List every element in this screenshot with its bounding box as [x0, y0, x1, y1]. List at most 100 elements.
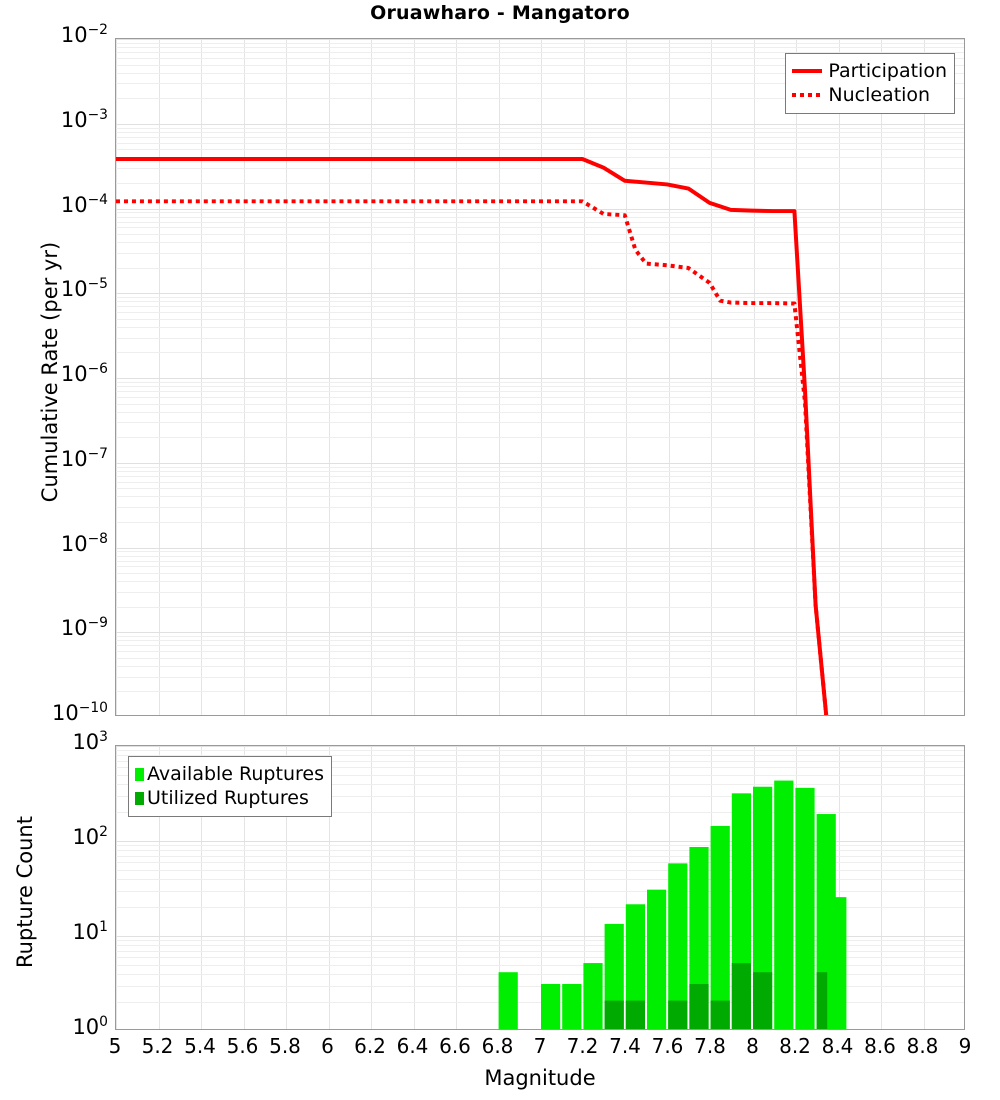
gridline-horizontal-minor: [116, 945, 964, 947]
gridline-vertical: [286, 39, 287, 715]
gridline-vertical: [626, 39, 627, 715]
gridline-horizontal-minor: [116, 651, 964, 653]
gridline-horizontal-minor: [116, 127, 964, 129]
gridline-horizontal-minor: [116, 301, 964, 303]
gridline-horizontal-minor: [116, 973, 964, 975]
x-tick-label: 7.8: [694, 1034, 726, 1058]
gridline-horizontal-minor: [116, 850, 964, 852]
gridline-vertical: [541, 746, 542, 1029]
gridline-horizontal-minor: [116, 812, 964, 814]
gridline-vertical: [158, 746, 160, 1029]
bar-available: [562, 983, 582, 1029]
gridline-vertical: [413, 746, 415, 1029]
bar-utilized: [752, 972, 773, 1029]
gridline-horizontal-minor: [116, 64, 964, 66]
gridline-horizontal-minor: [116, 783, 964, 785]
gridline-horizontal-minor: [116, 437, 964, 439]
available-swatch-icon: [135, 767, 144, 781]
x-tick-label: 8: [746, 1034, 759, 1058]
gridline-horizontal-minor: [116, 521, 964, 523]
gridline-horizontal-minor: [116, 396, 964, 398]
gridline-horizontal-minor: [116, 750, 964, 752]
legend-label-available: Available Ruptures: [147, 763, 324, 785]
y-tick-label: 10−9: [60, 615, 108, 641]
bar-available: [625, 904, 646, 1029]
gridline-horizontal-minor: [116, 862, 964, 864]
gridline-horizontal-major: [116, 462, 964, 464]
gridline-horizontal-minor: [116, 551, 964, 553]
x-tick-label: 6.8: [481, 1034, 514, 1058]
y-axis-ticks-top: 10−2 10−3 10−4 10−5 10−6 10−7 10−8 10−9 10−10: [0, 23, 108, 723]
gridline-vertical: [243, 39, 245, 715]
y-tick-label: 10−3: [60, 106, 108, 132]
gridline-vertical: [881, 39, 882, 715]
gridline-horizontal-minor: [116, 318, 964, 320]
gridline-horizontal-minor: [116, 386, 964, 388]
gridline-horizontal-minor: [116, 1002, 964, 1004]
y-tick-label: 10−4: [60, 191, 108, 217]
gridline-horizontal-minor: [116, 72, 964, 74]
gridline-vertical: [116, 746, 117, 1029]
y-tick-label: 10−2: [60, 22, 108, 47]
legend-label-utilized: Utilized Ruptures: [147, 787, 309, 810]
x-tick-label: 8.2: [779, 1034, 811, 1058]
gridline-horizontal-minor: [116, 267, 964, 269]
gridline-horizontal-minor: [116, 52, 964, 54]
bar-available: [710, 825, 730, 1029]
bar-available: [646, 889, 667, 1029]
cumulative-rate-plot: Participation Nucleation: [115, 38, 965, 716]
legend-bottom: Available Ruptures Utilized Ruptures: [128, 756, 332, 817]
gridline-horizontal-minor: [116, 566, 964, 568]
gridline-horizontal-minor: [116, 352, 964, 354]
x-tick-label: 6.6: [439, 1034, 471, 1058]
bar-available: [774, 780, 794, 1029]
gridline-horizontal-minor: [116, 411, 964, 413]
bar-available: [752, 786, 773, 1029]
gridline-vertical: [838, 39, 840, 715]
gridline-horizontal-minor: [116, 964, 964, 966]
gridline-horizontal-minor: [116, 182, 964, 184]
gridline-horizontal-minor: [116, 312, 964, 314]
solid-line-icon: [792, 69, 823, 74]
bar-available: [795, 787, 815, 1029]
gridline-horizontal-minor: [116, 845, 964, 847]
x-tick-label: 6.2: [354, 1034, 386, 1058]
gridline-horizontal-minor: [116, 645, 964, 647]
bar-utilized: [668, 1000, 688, 1029]
x-tick-label: 7: [533, 1034, 547, 1058]
y-tick-label: 101: [72, 919, 108, 944]
gridline-vertical: [923, 746, 925, 1029]
gridline-horizontal-major: [116, 123, 964, 125]
gridline-vertical: [413, 39, 415, 715]
bar-available: [540, 983, 561, 1029]
bar-available: [668, 863, 688, 1029]
gridline-horizontal-minor: [116, 878, 964, 880]
bar-utilized: [604, 1000, 624, 1029]
gridline-horizontal-minor: [116, 391, 964, 393]
gridline-horizontal-minor: [116, 869, 964, 871]
gridline-vertical: [371, 39, 372, 715]
gridline-vertical: [498, 39, 500, 715]
gridline-vertical: [243, 746, 245, 1029]
gridline-horizontal-minor: [116, 950, 964, 952]
gridline-vertical: [456, 39, 457, 715]
gridline-vertical: [116, 39, 117, 715]
bar-available: [583, 963, 603, 1029]
gridline-horizontal-minor: [116, 795, 964, 797]
gridline-horizontal-minor: [116, 168, 964, 170]
gridline-horizontal-minor: [116, 57, 964, 59]
y-axis-ticks-bottom: 103 102 101 100: [0, 730, 108, 1037]
gridline-horizontal-minor: [116, 488, 964, 490]
gridline-horizontal-minor: [116, 657, 964, 659]
x-tick-label: 9: [958, 1034, 972, 1058]
gridline-horizontal-minor: [116, 216, 964, 218]
gridline-horizontal-minor: [116, 591, 964, 593]
gridline-horizontal-minor: [116, 337, 964, 339]
gridline-horizontal-minor: [116, 940, 964, 942]
gridline-horizontal-minor: [116, 83, 964, 85]
gridline-horizontal-minor: [116, 98, 964, 100]
y-tick-label: 103: [72, 729, 108, 754]
x-tick-label: 5.8: [269, 1034, 301, 1058]
dotted-line-icon: [792, 93, 823, 98]
